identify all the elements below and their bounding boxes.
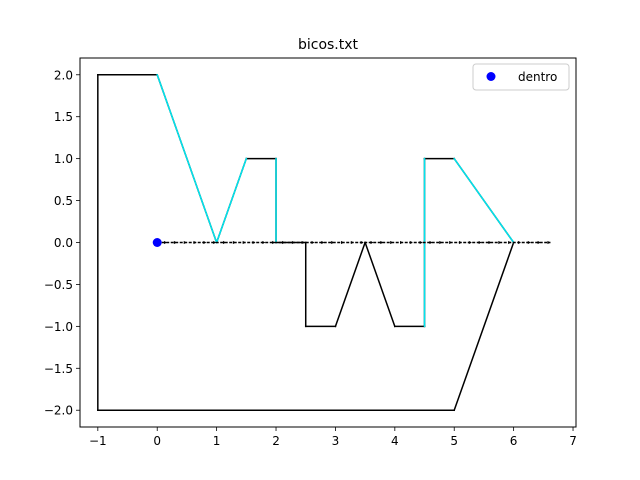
ray-arrowhead — [252, 240, 256, 245]
ray-arrowhead — [321, 240, 325, 245]
x-tick-label: 2 — [272, 434, 280, 448]
y-tick-label: −0.5 — [44, 278, 73, 292]
ray-arrowhead — [419, 240, 423, 245]
y-tick-label: 2.0 — [54, 68, 73, 82]
ray-arrowhead — [537, 240, 541, 245]
ray-arrowhead — [547, 240, 551, 245]
ray-arrowhead — [429, 240, 433, 245]
ray-arrowhead — [262, 240, 266, 245]
x-axis: −1 0 1 2 3 4 5 6 7 — [89, 427, 577, 448]
ray-arrowhead — [203, 240, 207, 245]
ray-arrowhead — [242, 240, 246, 245]
crossed-segment — [453, 157, 515, 244]
x-tick-label: 4 — [391, 434, 399, 448]
ray-arrowhead — [439, 240, 443, 245]
ray-arrowhead — [488, 240, 492, 245]
points-layer — [152, 238, 162, 247]
ray-arrowhead — [399, 240, 403, 245]
x-tick-label: 6 — [510, 434, 518, 448]
chart-title: bicos.txt — [298, 37, 359, 53]
ray-arrowhead — [311, 240, 315, 245]
crossed-segment — [215, 157, 248, 244]
ray-arrowhead — [331, 240, 335, 245]
x-tick-label: 0 — [153, 434, 161, 448]
legend-box — [472, 63, 570, 91]
ray-arrowhead — [301, 240, 305, 245]
y-tick-label: 1.0 — [54, 152, 73, 166]
y-tick-label: −2.0 — [44, 404, 73, 418]
ray-arrowhead — [478, 240, 482, 245]
ray-arrowhead — [468, 240, 472, 245]
legend-label-dentro: dentro — [518, 70, 557, 84]
ray-arrowhead — [409, 240, 413, 245]
ray-arrowhead — [458, 240, 462, 245]
ray-arrowhead — [193, 240, 197, 245]
ray-arrowhead — [272, 240, 276, 245]
ray-arrowhead — [282, 240, 286, 245]
ray-arrowhead — [370, 240, 374, 245]
polygon-edge — [453, 241, 515, 412]
y-tick-label: 0.0 — [54, 236, 73, 250]
ray-arrowhead — [223, 240, 227, 245]
ray-arrowhead — [291, 240, 295, 245]
polygon-edge — [364, 241, 396, 328]
x-tick-label: 5 — [450, 434, 458, 448]
ray-arrowhead — [164, 240, 168, 245]
ray-arrowhead — [360, 240, 364, 245]
ray-arrowhead — [517, 240, 521, 245]
ray-arrowhead — [232, 240, 236, 245]
ray-arrowhead — [380, 240, 384, 245]
legend: dentro — [472, 63, 570, 91]
x-tick-label: 1 — [213, 434, 221, 448]
ray-layer — [157, 240, 551, 245]
ray-arrowhead — [390, 240, 394, 245]
ray-arrowhead — [213, 240, 217, 245]
ray-arrowhead — [341, 240, 345, 245]
ray-arrowhead — [449, 240, 453, 245]
x-tick-label: 7 — [569, 434, 577, 448]
legend-marker-dentro — [486, 72, 496, 81]
plot-area: −1 0 1 2 3 4 5 6 7 2.0 1.5 1.0 0.5 0.0 −0.5 −1.0 −1.5 −2… — [44, 57, 577, 448]
y-tick-label: −1.0 — [44, 320, 73, 334]
y-tick-label: −1.5 — [44, 362, 73, 376]
ray-arrowhead — [183, 240, 187, 245]
ray-arrowhead — [498, 240, 502, 245]
data-point-dentro — [152, 238, 162, 247]
ray-arrowhead — [508, 240, 512, 245]
ray-arrowhead — [173, 240, 177, 245]
crossed-segment — [156, 73, 218, 244]
y-axis: 2.0 1.5 1.0 0.5 0.0 −0.5 −1.0 −1.5 −2.0 — [44, 68, 80, 418]
x-tick-label: −1 — [89, 434, 107, 448]
ray-arrowhead — [527, 240, 531, 245]
ray-arrowhead — [350, 240, 354, 245]
y-tick-label: 0.5 — [54, 194, 73, 208]
x-tick-label: 3 — [332, 434, 340, 448]
polygon-edge — [334, 241, 367, 328]
y-tick-label: 1.5 — [54, 110, 73, 124]
